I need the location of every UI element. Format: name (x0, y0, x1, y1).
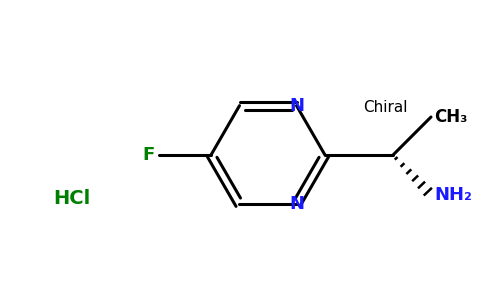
Text: CH₃: CH₃ (434, 108, 468, 126)
Text: HCl: HCl (53, 188, 91, 208)
Text: Chiral: Chiral (363, 100, 407, 115)
Text: NH₂: NH₂ (434, 186, 472, 204)
Text: F: F (143, 146, 155, 164)
Text: N: N (289, 195, 304, 213)
Text: N: N (289, 97, 304, 115)
